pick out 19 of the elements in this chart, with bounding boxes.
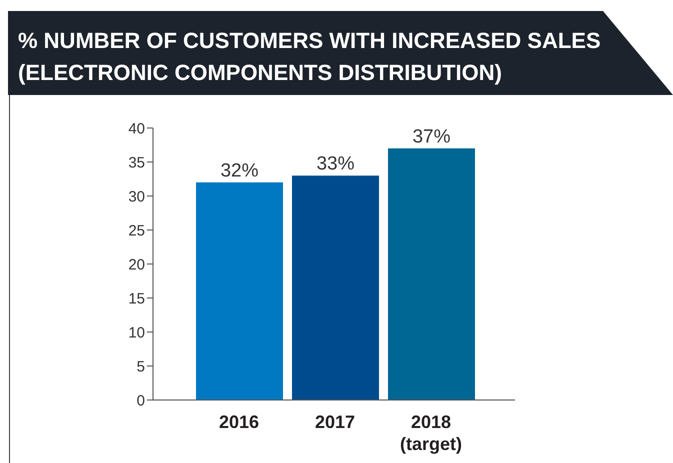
y-tick-label: 10	[128, 324, 145, 342]
x-tick-label: 2017	[314, 412, 356, 432]
x-tick-label: 2018 (target)	[400, 412, 462, 454]
bar	[388, 148, 475, 400]
y-tick-label: 15	[128, 290, 145, 308]
y-tick-label: 35	[128, 154, 145, 172]
y-tick-label: 40	[128, 120, 145, 138]
y-tick-label: 30	[128, 188, 145, 206]
bar	[292, 176, 379, 400]
y-tick-label: 25	[128, 222, 145, 240]
data-label: 33%	[316, 154, 355, 175]
y-tick-label: 5	[136, 358, 145, 376]
y-tick-label: 20	[128, 256, 145, 274]
data-label: 32%	[220, 160, 259, 182]
data-label: 37%	[412, 126, 451, 148]
chart-title: % NUMBER OF CUSTOMERS WITH INCREASED SALES (ELECTRONIC COMPONENTS DISTRIBUTION)	[18, 27, 602, 87]
y-tick-label: 0	[136, 392, 145, 410]
bar	[196, 182, 283, 400]
x-tick-label: 2016	[218, 412, 260, 432]
